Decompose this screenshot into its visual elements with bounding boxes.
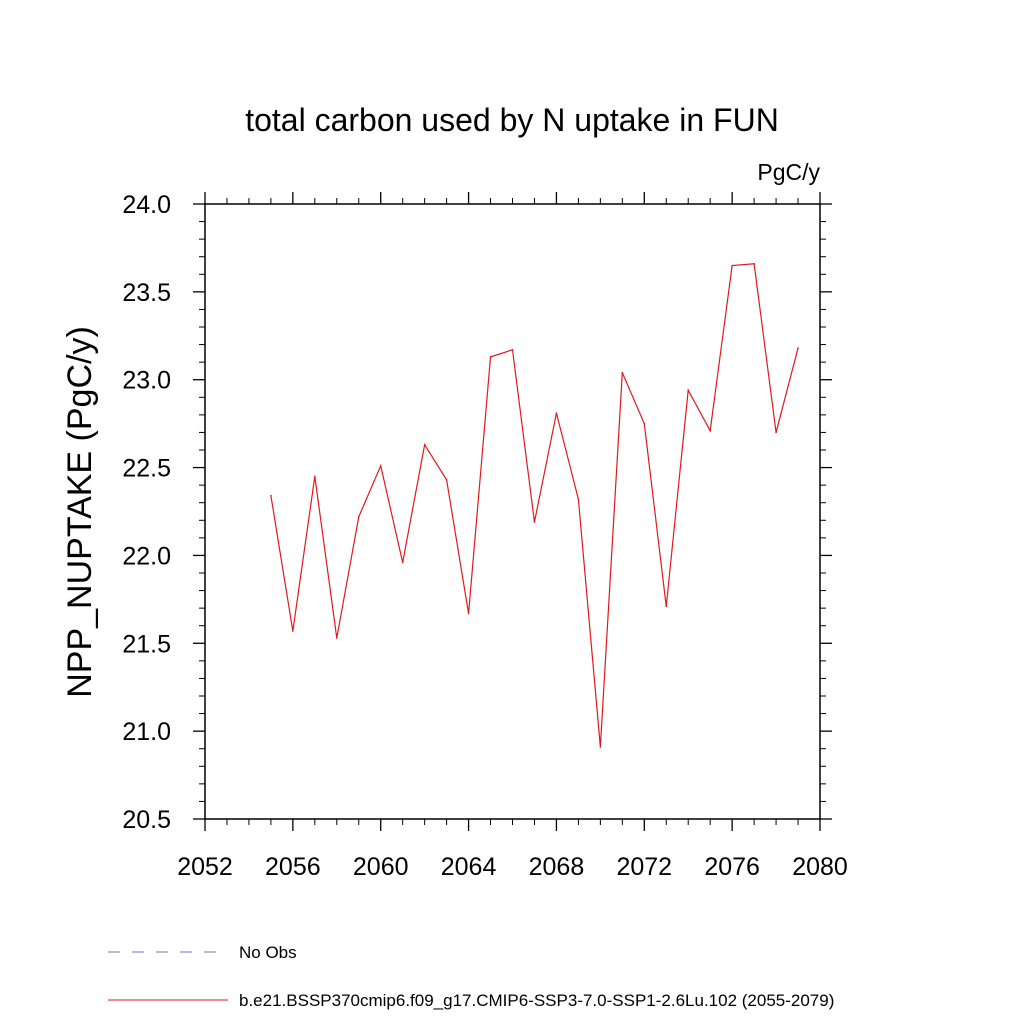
y-tick-label: 22.5 — [122, 455, 171, 483]
data-point — [270, 494, 272, 497]
plot-frame — [204, 203, 821, 820]
data-point — [379, 465, 382, 467]
y-tick-label: 23.5 — [122, 279, 171, 307]
legend: No Obs b.e21.BSSP370cmip6.f09_g17.CMIP6-S… — [108, 943, 834, 1010]
data-point — [643, 422, 646, 425]
x-tick-label: 2068 — [529, 853, 585, 881]
units-label: PgC/y — [757, 159, 820, 185]
legend-label: b.e21.BSSP370cmip6.f09_g17.CMIP6-SSP3-7.… — [239, 991, 834, 1010]
data-point — [292, 630, 294, 632]
data-point — [445, 479, 448, 481]
data-point — [665, 605, 668, 608]
data-point — [621, 371, 624, 374]
x-tick-label: 2052 — [177, 853, 233, 881]
axis-ticks — [193, 192, 832, 831]
data-point — [555, 412, 558, 414]
series-layer — [270, 262, 799, 748]
data-point — [775, 431, 777, 434]
x-tick-label: 2064 — [441, 853, 497, 881]
data-point — [533, 521, 536, 523]
data-point — [489, 356, 492, 358]
data-point — [467, 612, 470, 615]
data-point — [731, 264, 733, 267]
data-point — [511, 349, 514, 351]
data-point — [599, 746, 602, 748]
x-tick-label: 2076 — [704, 853, 760, 881]
data-point — [709, 429, 711, 432]
legend-label: No Obs — [239, 943, 297, 962]
axis-tick-labels: 2052 2056 2060 2064 2068 2072 2076 2080 20.5 21.0… — [122, 191, 847, 881]
data-point — [335, 637, 338, 639]
data-point — [401, 561, 404, 564]
y-tick-label: 21.0 — [122, 718, 171, 746]
y-tick-label: 24.0 — [122, 191, 171, 219]
x-tick-label: 2060 — [353, 853, 409, 881]
x-tick-label: 2056 — [265, 853, 321, 881]
x-tick-label: 2080 — [792, 853, 848, 881]
data-point — [423, 443, 426, 446]
y-tick-label: 22.0 — [122, 542, 171, 570]
data-point — [577, 498, 580, 501]
chart-title: total carbon used by N uptake in FUN — [245, 102, 779, 138]
data-point — [797, 347, 799, 349]
y-tick-label: 21.5 — [122, 630, 171, 658]
data-point — [314, 475, 316, 478]
data-point — [357, 515, 360, 518]
y-axis-label: NPP_NUPTAKE (PgC/y) — [61, 326, 99, 698]
data-point — [753, 262, 755, 265]
data-point — [687, 389, 690, 392]
series-line — [270, 263, 799, 748]
x-tick-label: 2072 — [616, 853, 672, 881]
y-tick-label: 23.0 — [122, 367, 171, 395]
y-tick-label: 20.5 — [122, 806, 171, 834]
